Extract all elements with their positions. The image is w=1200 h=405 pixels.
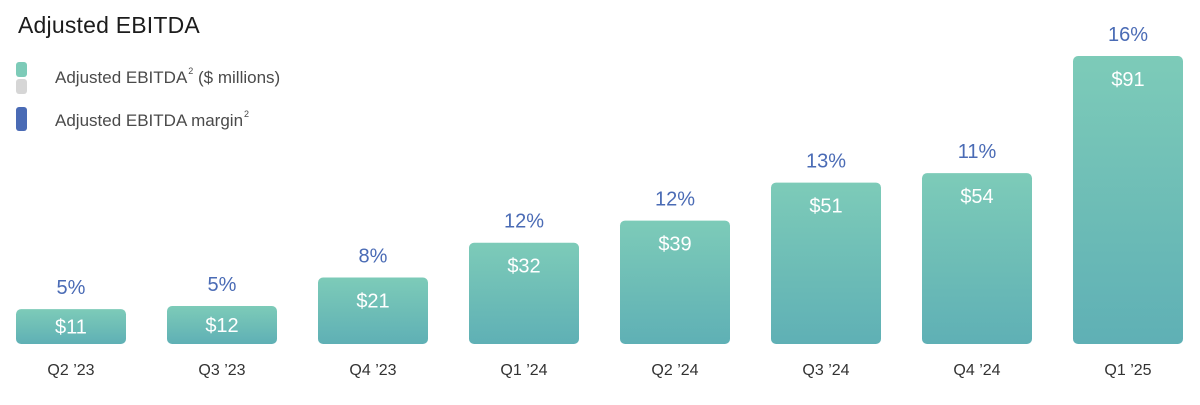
bar-value-label: $12 bbox=[205, 315, 238, 337]
margin-label: 16% bbox=[1108, 24, 1148, 46]
legend-swatch-teal bbox=[16, 62, 27, 77]
category-label: Q1 ’24 bbox=[500, 362, 547, 379]
legend-ebitda-units: ($ millions) bbox=[193, 68, 281, 87]
bar-7 bbox=[1073, 56, 1183, 344]
legend-ebitda-footnote: 2 bbox=[188, 66, 194, 76]
bar-value-label: $39 bbox=[658, 234, 691, 256]
margin-label: 12% bbox=[504, 211, 544, 233]
margin-label: 5% bbox=[208, 274, 237, 296]
margin-labels: 5% 5% 8% 12% 12% 13% 11% 16% bbox=[57, 24, 1149, 299]
legend-swatch-ebitda bbox=[16, 62, 27, 96]
legend-swatch-blue bbox=[16, 107, 27, 131]
margin-label: 8% bbox=[359, 246, 388, 268]
legend-label-ebitda: Adjusted EBITDA2 ($ millions) bbox=[55, 66, 280, 88]
bar-value-label: $54 bbox=[960, 186, 993, 208]
category-label: Q1 ’25 bbox=[1104, 362, 1151, 379]
bar-value-label: $32 bbox=[507, 256, 540, 278]
bar-value-label: $51 bbox=[809, 196, 842, 218]
legend-swatch-gray bbox=[16, 79, 27, 94]
chart-title: Adjusted EBITDA bbox=[18, 12, 200, 38]
bar-value-label: $91 bbox=[1111, 69, 1144, 91]
bar-0 bbox=[16, 309, 126, 344]
margin-label: 5% bbox=[57, 277, 86, 299]
category-label: Q3 ’24 bbox=[802, 362, 849, 379]
legend-label-margin: Adjusted EBITDA margin2 bbox=[55, 109, 249, 131]
category-labels: Q2 ’23 Q3 ’23 Q4 ’23 Q1 ’24 Q2 ’24 Q3 ’24 Q4 ’… bbox=[47, 362, 1151, 379]
legend-margin-text: Adjusted EBITDA margin bbox=[55, 111, 244, 130]
bar-5 bbox=[771, 182, 881, 344]
legend-margin-footnote: 2 bbox=[244, 109, 250, 119]
bar-2 bbox=[318, 277, 428, 344]
category-label: Q4 ’24 bbox=[953, 362, 1000, 379]
bar-value-label: $11 bbox=[55, 317, 87, 339]
bar-value-label: $21 bbox=[356, 291, 389, 313]
category-label: Q3 ’23 bbox=[198, 362, 245, 379]
bar-3 bbox=[469, 242, 579, 344]
bar-6 bbox=[922, 173, 1032, 344]
bar-1 bbox=[167, 306, 277, 344]
category-label: Q2 ’23 bbox=[47, 362, 94, 379]
bar-series-ebitda bbox=[16, 56, 1183, 344]
bar-value-labels: $11 $12 $21 $32 $39 $51 $54 $91 bbox=[55, 69, 1145, 339]
legend-ebitda-text: Adjusted EBITDA bbox=[55, 68, 188, 87]
legend-swatch-margin bbox=[16, 107, 27, 133]
category-label: Q2 ’24 bbox=[651, 362, 698, 379]
margin-label: 11% bbox=[958, 141, 997, 163]
margin-label: 13% bbox=[806, 151, 846, 173]
margin-label: 12% bbox=[655, 189, 695, 211]
category-label: Q4 ’23 bbox=[349, 362, 396, 379]
bar-4 bbox=[620, 220, 730, 344]
